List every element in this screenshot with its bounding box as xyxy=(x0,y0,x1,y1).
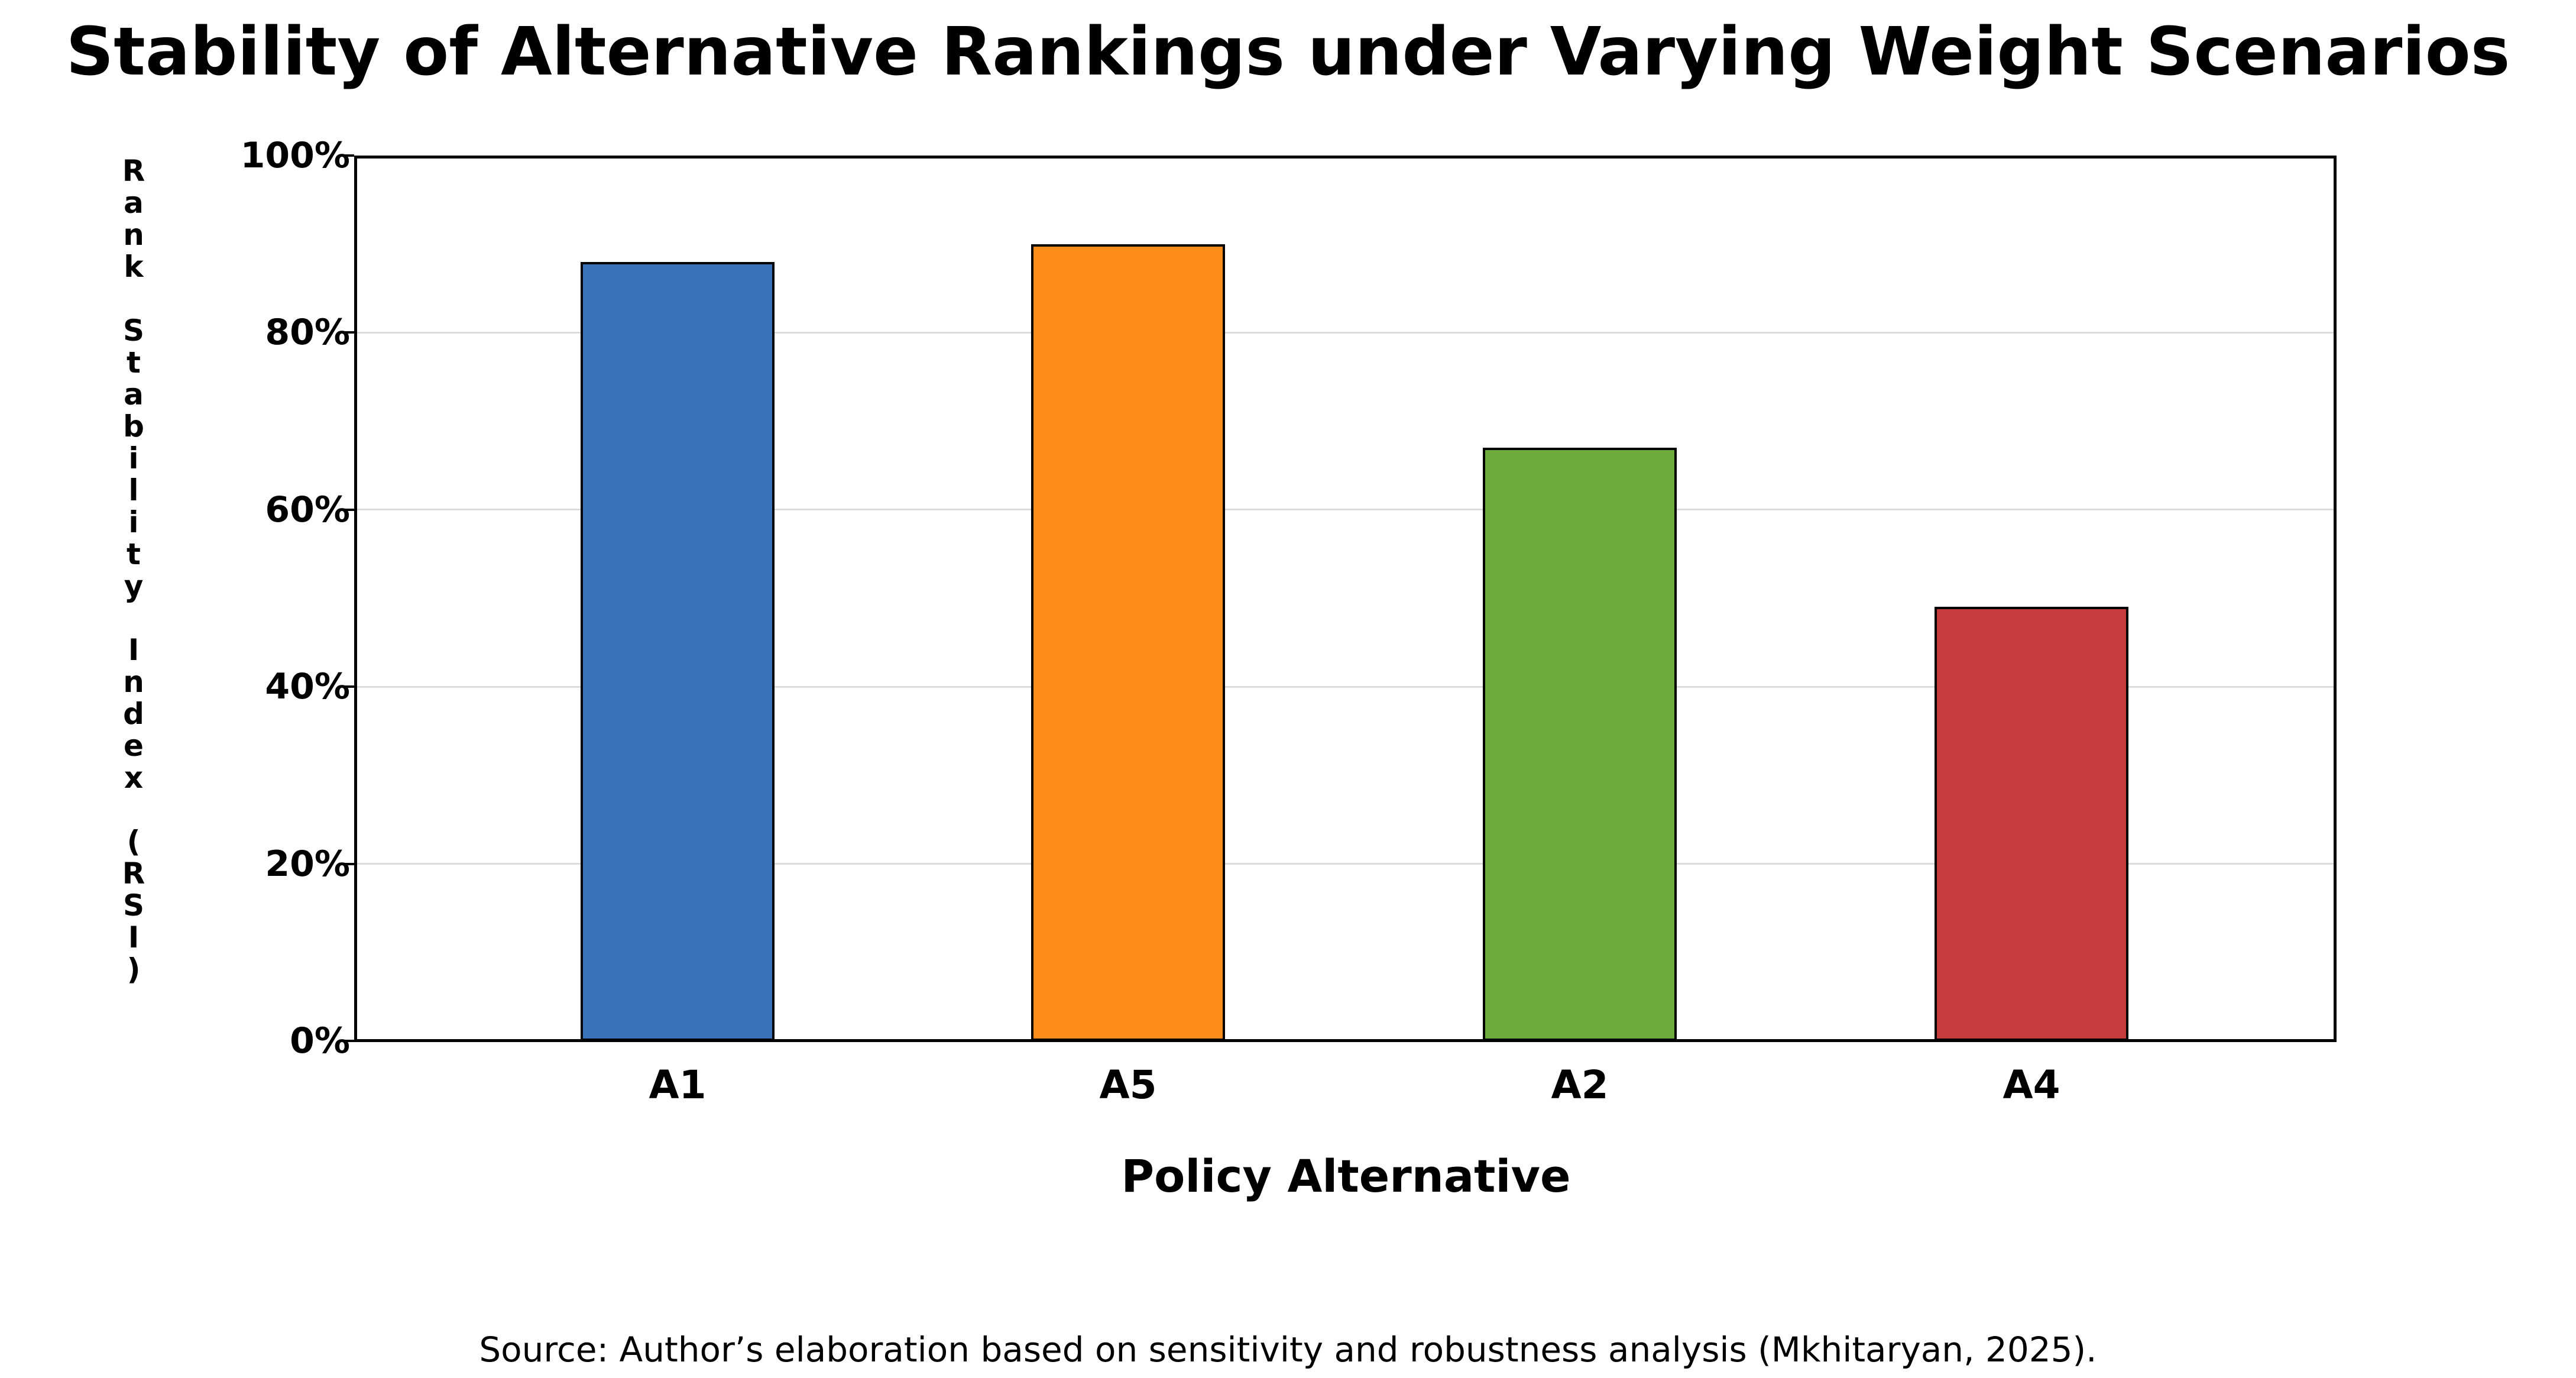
y-axis-label-char xyxy=(99,283,168,315)
y-tick-mark-40 xyxy=(345,685,354,688)
gridline-60 xyxy=(357,509,2334,511)
y-axis-label-char: e xyxy=(124,729,144,763)
y-axis-label-char: t xyxy=(127,345,141,380)
y-axis-label-char: n xyxy=(123,218,144,252)
bar-A4 xyxy=(1935,607,2128,1041)
y-axis-label-char: i xyxy=(128,505,139,539)
x-tick-label-A4: A4 xyxy=(2003,1062,2060,1108)
y-axis-label-char: k xyxy=(124,250,144,284)
y-tick-mark-100 xyxy=(345,154,354,157)
x-axis-label: Policy Alternative xyxy=(1121,1150,1571,1202)
y-axis-label-char xyxy=(99,794,168,826)
y-axis-label-char: I xyxy=(128,633,140,667)
y-axis-label-char: R xyxy=(122,856,145,891)
source-note: Source: Author’s elaboration based on se… xyxy=(479,1330,2097,1370)
y-axis-label-char: I xyxy=(128,920,140,955)
y-axis-label-char: ) xyxy=(127,952,141,986)
y-axis-label-char: S xyxy=(122,313,144,348)
y-tick-label-0: 0% xyxy=(290,1020,350,1062)
y-tick-mark-80 xyxy=(345,331,354,334)
y-axis-label-char: ( xyxy=(127,824,141,859)
y-tick-label-40: 40% xyxy=(265,666,350,708)
y-axis-label-char: b xyxy=(123,409,144,444)
bar-A1 xyxy=(581,261,775,1041)
y-tick-label-80: 80% xyxy=(265,312,350,354)
x-tick-label-A2: A2 xyxy=(1551,1062,1609,1108)
bar-A2 xyxy=(1483,448,1677,1041)
y-tick-mark-60 xyxy=(345,508,354,511)
y-axis-label-char: x xyxy=(124,761,144,795)
gridline-80 xyxy=(357,331,2334,334)
y-axis-label-char: S xyxy=(122,888,144,923)
x-tick-label-A5: A5 xyxy=(1099,1062,1157,1108)
y-tick-label-20: 20% xyxy=(265,843,350,885)
y-axis-label-char: R xyxy=(122,154,145,188)
x-tick-label-A1: A1 xyxy=(649,1062,707,1108)
plot-frame xyxy=(354,156,2337,1042)
y-axis-label-char: i xyxy=(128,441,139,475)
y-tick-label-60: 60% xyxy=(265,489,350,531)
y-axis-label-char: d xyxy=(123,697,144,731)
y-tick-mark-0 xyxy=(345,1040,354,1042)
y-axis-label-char: y xyxy=(124,569,144,603)
y-tick-label-100: 100% xyxy=(240,135,350,176)
gridline-40 xyxy=(357,685,2334,688)
y-axis-label-char: a xyxy=(124,186,144,220)
y-axis-label-char: t xyxy=(127,537,141,571)
y-axis-label-char: l xyxy=(128,473,139,507)
y-axis-label-char xyxy=(99,602,168,634)
gridline-20 xyxy=(357,863,2334,865)
y-axis-label-char: n xyxy=(123,665,144,699)
y-tick-mark-20 xyxy=(345,862,354,865)
chart-title: Stability of Alternative Rankings under … xyxy=(66,14,2510,90)
y-axis-label-char: a xyxy=(124,377,144,412)
